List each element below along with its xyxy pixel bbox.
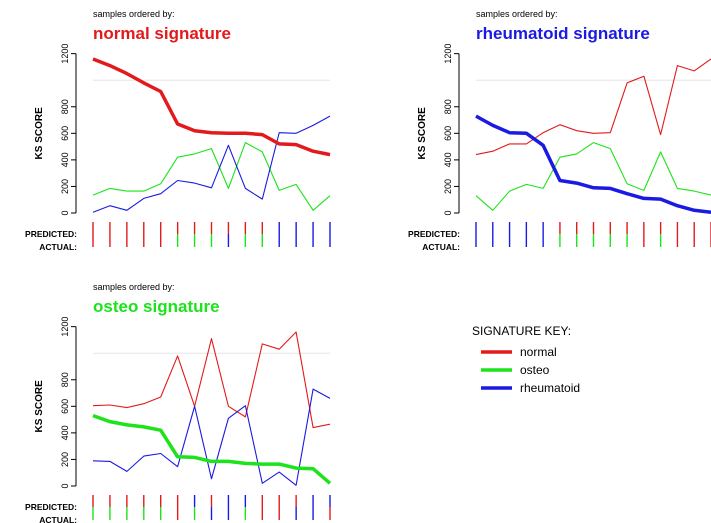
- legend-title: SIGNATURE KEY:: [472, 324, 571, 338]
- actual-label: ACTUAL:: [39, 515, 77, 523]
- y-tick-label: 800: [60, 99, 70, 114]
- series-line-other-2: [92, 115, 331, 213]
- y-axis-label: KS SCORE: [34, 380, 45, 433]
- legend-label-normal: normal: [520, 345, 557, 359]
- signature-key: SIGNATURE KEY: normal osteo rheumatoid: [472, 324, 580, 395]
- series-line-other-0: [475, 58, 711, 156]
- panel-caption: samples ordered by:: [93, 9, 175, 19]
- series-line-other-1: [475, 142, 711, 211]
- y-tick-label: 1200: [60, 44, 70, 64]
- legend-label-rheumatoid: rheumatoid: [520, 381, 580, 395]
- y-tick-label: 0: [60, 210, 70, 215]
- y-tick-label: 600: [60, 126, 70, 141]
- y-tick-label: 400: [443, 152, 453, 167]
- series-line-ordering-2: [475, 114, 711, 215]
- series-line-other-1: [92, 142, 331, 211]
- series-line-other-2: [92, 388, 331, 486]
- series-line-ordering-0: [92, 57, 331, 157]
- y-axis-label: KS SCORE: [34, 107, 45, 160]
- series-line-other-0: [92, 331, 331, 429]
- y-tick-label: 200: [60, 452, 70, 467]
- predicted-label: PREDICTED:: [408, 229, 460, 239]
- y-tick-label: 600: [443, 126, 453, 141]
- panel-title: rheumatoid signature: [476, 24, 650, 43]
- panel-title: osteo signature: [93, 297, 220, 316]
- y-tick-label: 800: [60, 372, 70, 387]
- y-tick-label: 1200: [443, 44, 453, 64]
- actual-label: ACTUAL:: [39, 242, 77, 252]
- y-tick-label: 1200: [60, 317, 70, 337]
- y-tick-label: 0: [443, 210, 453, 215]
- y-tick-label: 200: [60, 179, 70, 194]
- panel-rheumatoid-signature: samples ordered by: rheumatoid signature 0…: [408, 9, 711, 252]
- y-tick-label: 0: [60, 483, 70, 488]
- panel-caption: samples ordered by:: [93, 282, 175, 292]
- y-tick-label: 400: [60, 425, 70, 440]
- predicted-label: PREDICTED:: [25, 502, 77, 512]
- y-axis-label: KS SCORE: [417, 107, 428, 160]
- legend-label-osteo: osteo: [520, 363, 550, 377]
- y-tick-label: 800: [443, 99, 453, 114]
- y-tick-label: 600: [60, 399, 70, 414]
- actual-label: ACTUAL:: [422, 242, 460, 252]
- panel-caption: samples ordered by:: [476, 9, 558, 19]
- panel-normal-signature: samples ordered by: normal signature 0 200 4…: [25, 9, 331, 252]
- panel-title: normal signature: [93, 24, 231, 43]
- y-tick-label: 200: [443, 179, 453, 194]
- y-tick-label: 400: [60, 152, 70, 167]
- panel-osteo-signature: samples ordered by: osteo signature 0 200 40…: [25, 282, 332, 523]
- predicted-label: PREDICTED:: [25, 229, 77, 239]
- series-line-ordering-1: [92, 413, 332, 485]
